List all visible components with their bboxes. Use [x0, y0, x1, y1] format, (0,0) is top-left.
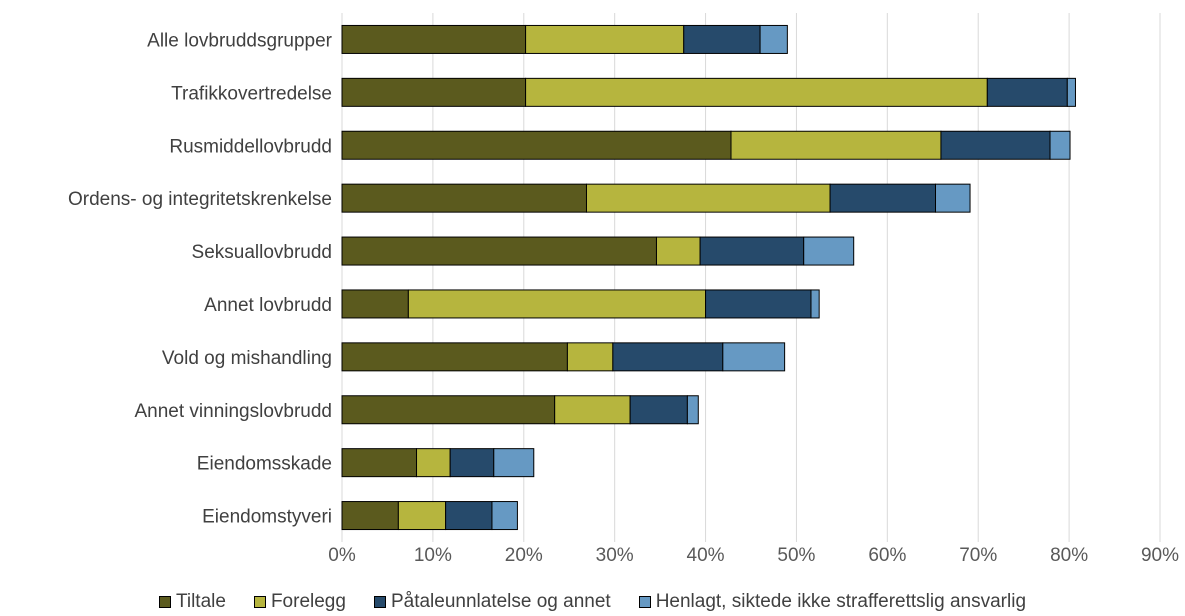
x-tick-label: 30% [596, 545, 634, 566]
bar-segment-series-3-cat-1 [1066, 77, 1076, 107]
bar-segment-series-0-cat-3 [341, 183, 587, 213]
bar-segment-series-0-cat-4 [341, 236, 657, 266]
legend-swatch [158, 596, 171, 608]
legend-label: Forelegg [270, 591, 346, 612]
bar-segment-series-0-cat-1 [341, 77, 527, 107]
bar-segment-series-2-cat-3 [829, 183, 937, 213]
bar-segment-series-0-cat-8 [341, 448, 418, 478]
legend-item: Henlagt, siktede ikke strafferettslig an… [638, 591, 1027, 613]
bar-segment-series-0-cat-6 [341, 342, 568, 372]
legend-label: Påtaleunnlatelse og annet [390, 591, 611, 612]
bar-segment-series-2-cat-9 [445, 501, 493, 531]
category-label: Ordens- og integritetskrenkelse [68, 189, 332, 210]
bar-segment-series-1-cat-9 [397, 501, 447, 531]
bar-segment-series-3-cat-9 [491, 501, 518, 531]
x-tick-label: 20% [505, 545, 543, 566]
bar-segment-series-3-cat-5 [810, 289, 820, 319]
category-label: Rusmiddellovbrudd [169, 136, 332, 157]
bar-segment-series-2-cat-5 [705, 289, 812, 319]
bar-segment-series-3-cat-2 [1049, 130, 1071, 160]
bar-segment-series-1-cat-5 [407, 289, 707, 319]
legend-item: Tiltale [158, 591, 226, 613]
x-tick-label: 10% [414, 545, 452, 566]
category-label: Trafikkovertredelse [171, 83, 332, 104]
bar-segment-series-3-cat-7 [686, 395, 699, 425]
x-tick-label: 50% [777, 545, 815, 566]
bar-segment-series-3-cat-6 [722, 342, 786, 372]
bars [341, 24, 1076, 531]
bar-segment-series-0-cat-0 [341, 24, 527, 54]
legend-swatch [253, 596, 266, 608]
bar-segment-series-2-cat-0 [683, 24, 761, 54]
bar-segment-series-2-cat-8 [449, 448, 495, 478]
x-tick-label: 40% [687, 545, 725, 566]
legend-item: Påtaleunnlatelse og annet [373, 591, 611, 613]
bar-segment-series-3-cat-3 [935, 183, 971, 213]
x-tick-label: 80% [1050, 545, 1088, 566]
legend-item: Forelegg [253, 591, 346, 613]
category-label: Seksuallovbrudd [192, 242, 332, 263]
bar-segment-series-0-cat-2 [341, 130, 732, 160]
bar-segment-series-1-cat-0 [525, 24, 685, 54]
category-label: Eiendomsskade [197, 454, 332, 475]
bar-segment-series-2-cat-1 [986, 77, 1068, 107]
legend-label: Henlagt, siktede ikke strafferettslig an… [655, 591, 1027, 612]
bar-segment-series-1-cat-2 [730, 130, 942, 160]
stacked-bar-chart: Alle lovbruddsgrupper Trafikkovertredelse… [68, 13, 1179, 566]
x-tick-label: 90% [1141, 545, 1179, 566]
legend-swatch [373, 596, 386, 608]
legend: Tiltale Forelegg Påtaleunnlatelse og annet… [0, 589, 1185, 615]
legend-swatch [638, 596, 651, 608]
bar-segment-series-0-cat-9 [341, 501, 399, 531]
category-label: Eiendomstyveri [202, 507, 332, 528]
bar-segment-series-3-cat-4 [803, 236, 855, 266]
bar-segment-series-1-cat-1 [525, 77, 988, 107]
x-tick-label: 60% [868, 545, 906, 566]
category-label: Annet lovbrudd [204, 295, 332, 316]
bar-segment-series-2-cat-4 [699, 236, 805, 266]
bar-segment-series-1-cat-6 [566, 342, 614, 372]
category-labels: Alle lovbruddsgrupper Trafikkovertredelse… [68, 30, 333, 527]
bar-segment-series-2-cat-6 [612, 342, 724, 372]
bar-segment-series-1-cat-7 [554, 395, 631, 425]
bar-segment-series-1-cat-3 [585, 183, 831, 213]
x-axis-tick-labels: 0% 10% 20% 30% 40% 50% 60% 70% 80% 90% [328, 545, 1179, 566]
category-label: Vold og mishandling [162, 348, 332, 369]
bar-segment-series-2-cat-2 [940, 130, 1051, 160]
bar-segment-series-2-cat-7 [629, 395, 688, 425]
x-tick-label: 0% [328, 545, 356, 566]
legend-label: Tiltale [175, 591, 226, 612]
bar-segment-series-0-cat-7 [341, 395, 556, 425]
x-tick-label: 70% [959, 545, 997, 566]
bar-segment-series-1-cat-8 [416, 448, 451, 478]
bar-segment-series-0-cat-5 [341, 289, 409, 319]
category-label: Annet vinningslovbrudd [134, 401, 332, 422]
bar-segment-series-3-cat-0 [759, 24, 788, 54]
category-label: Alle lovbruddsgrupper [147, 30, 333, 51]
bar-segment-series-1-cat-4 [655, 236, 701, 266]
bar-segment-series-3-cat-8 [493, 448, 535, 478]
